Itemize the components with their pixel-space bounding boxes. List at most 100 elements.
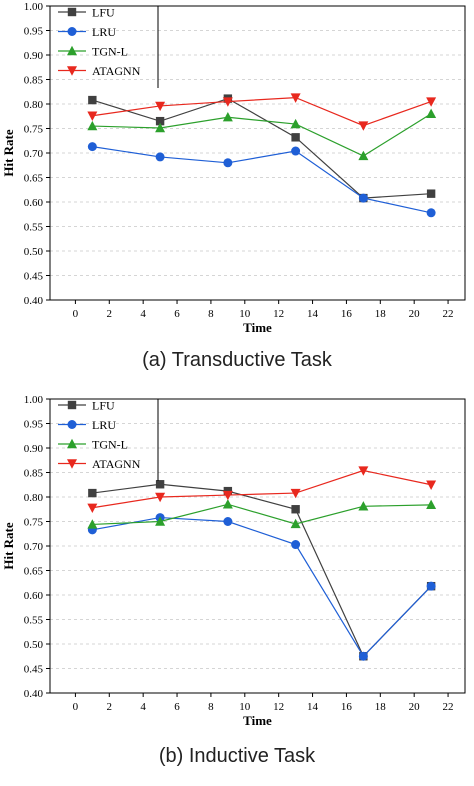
legend-label-tgn-l-a: TGN-L (92, 45, 128, 59)
data-point-lru-a-3 (291, 146, 301, 156)
x-tick-label-b-6: 12 (273, 701, 284, 713)
y-tick-label-a-10: 0.90 (24, 50, 44, 62)
y-tick-label-a-0: 0.40 (24, 295, 44, 307)
data-point-lru-b-2 (223, 517, 233, 526)
x-tick-label-b-3: 6 (174, 701, 180, 713)
x-axis-a: 0 2 4 6 8 10 12 14 16 18 20 22 (73, 300, 454, 320)
x-tick-label-b-7: 14 (307, 701, 319, 713)
y-tick-label-b-10: 0.90 (24, 443, 44, 455)
series-line-atagnn-b (92, 469, 432, 509)
series-line-lru-a (92, 146, 432, 214)
x-axis-title-b: Time (243, 713, 272, 728)
data-point-lru-a-0 (87, 142, 97, 152)
series-atagnn-b (87, 466, 437, 513)
legend-label-lru-b: LRU (92, 418, 116, 432)
data-point-lfu-b-3 (291, 505, 300, 514)
data-point-lru-a-4 (358, 193, 368, 203)
y-tick-label-a-1: 0.45 (24, 271, 44, 283)
y-tick-label-b-3: 0.55 (24, 615, 44, 627)
data-point-tgn-l-b-0 (87, 519, 98, 529)
y-tick-label-a-9: 0.85 (24, 75, 44, 87)
y-tick-label-a-7: 0.75 (24, 124, 44, 136)
legend-label-lru-a: LRU (92, 25, 116, 39)
legend-marker-tgn-l-a (67, 45, 77, 56)
data-point-tgn-l-a-0 (87, 120, 98, 131)
x-tick-label-a-8: 16 (341, 308, 353, 320)
y-axis-title-a: Hit Rate (1, 129, 16, 177)
x-tick-label-b-2: 4 (140, 701, 146, 713)
x-tick-label-a-0: 0 (73, 308, 79, 320)
y-tick-label-b-6: 0.70 (24, 541, 44, 553)
y-tick-label-a-5: 0.65 (24, 173, 44, 185)
line-chart-transductive: 0.40 0.45 0.50 0.55 0.60 0.65 0.70 0.75 0.80 0.85… (1, 1, 466, 335)
legend-marker-lru-a (67, 27, 77, 36)
x-tick-label-a-2: 4 (140, 308, 146, 320)
legend-label-lfu-b: LFU (92, 399, 115, 413)
data-point-atagnn-b-2 (222, 490, 233, 501)
data-point-tgn-l-b-1 (155, 516, 166, 526)
chart-caption-transductive: (a) Transductive Task (142, 349, 332, 371)
data-point-tgn-l-b-5 (426, 499, 437, 510)
legend-label-tgn-l-b: TGN-L (92, 438, 128, 452)
x-tick-label-a-1: 2 (107, 308, 113, 320)
x-tick-label-a-11: 22 (443, 308, 454, 320)
y-tick-label-b-11: 0.95 (24, 419, 44, 431)
legend-marker-lfu-a (67, 7, 77, 17)
series-line-atagnn-a (92, 97, 432, 127)
chart-panel-transductive: 0.40 0.45 0.50 0.55 0.60 0.65 0.70 0.75 0.80 0.85… (1, 1, 466, 371)
x-tick-label-a-3: 6 (174, 308, 180, 320)
x-tick-label-a-4: 8 (208, 308, 214, 320)
data-point-lfu-a-1 (155, 116, 165, 126)
y-tick-label-b-12: 1.00 (24, 394, 44, 406)
data-point-lru-b-4 (358, 651, 368, 661)
x-axis-title-a: Time (243, 320, 272, 335)
data-point-tgn-l-b-2 (222, 499, 233, 509)
x-tick-label-b-11: 22 (443, 701, 454, 713)
y-tick-label-b-4: 0.60 (24, 590, 44, 602)
x-tick-label-a-5: 10 (239, 308, 251, 320)
series-tgn-l-b (87, 499, 437, 529)
legend-b: LFU LRU TGN-L ATAGNN (58, 399, 159, 481)
series-tgn-l-a (87, 108, 437, 161)
x-tick-label-a-9: 18 (375, 308, 387, 320)
data-point-lru-a-5 (426, 208, 436, 218)
x-tick-label-b-9: 18 (375, 701, 387, 713)
series-line-tgn-l-a (92, 113, 432, 157)
x-tick-label-b-8: 16 (341, 701, 353, 713)
data-point-lfu-b-0 (88, 488, 97, 498)
data-point-tgn-l-a-2 (222, 112, 233, 122)
y-tick-label-a-11: 0.95 (24, 26, 44, 38)
data-point-lfu-a-3 (291, 133, 300, 142)
chart-panel-inductive: 0.40 0.45 0.50 0.55 0.60 0.65 0.70 0.75 0.80 0.85… (0, 393, 474, 786)
x-tick-label-a-10: 20 (409, 308, 421, 320)
y-tick-label-a-8: 0.80 (24, 99, 44, 111)
data-point-atagnn-a-4 (358, 121, 369, 131)
y-axis-title-b: Hit Rate (1, 522, 16, 570)
y-tick-label-b-7: 0.75 (24, 517, 44, 529)
x-axis-b: 0 2 4 6 8 10 12 14 16 18 20 22 (73, 693, 454, 713)
y-tick-label-a-2: 0.50 (24, 246, 44, 258)
x-tick-label-b-0: 0 (73, 701, 79, 713)
legend-marker-atagnn-a (67, 66, 77, 76)
data-point-tgn-l-a-1 (155, 122, 166, 133)
data-point-lfu-a-0 (88, 95, 97, 105)
data-point-lfu-a-5 (426, 189, 436, 198)
data-point-tgn-l-a-5 (426, 108, 437, 118)
x-tick-label-b-10: 20 (409, 701, 421, 713)
y-tick-label-a-4: 0.60 (24, 197, 44, 209)
data-point-atagnn-b-4 (358, 466, 369, 476)
y-tick-label-b-9: 0.85 (24, 468, 44, 480)
legend-a: LFU LRU TGN-L ATAGNN (58, 6, 159, 88)
series-atagnn-a (87, 93, 437, 131)
data-point-lru-a-1 (155, 152, 165, 162)
data-point-lru-b-3 (291, 540, 301, 550)
series-lru-b (87, 513, 436, 661)
series-lru-a (87, 142, 436, 218)
data-point-lru-a-2 (223, 158, 233, 168)
x-tick-label-b-4: 8 (208, 701, 214, 713)
legend-marker-lru-b (67, 420, 77, 429)
series-line-tgn-l-b (92, 503, 432, 526)
series-lfu-a (88, 94, 436, 203)
legend-marker-tgn-l-b (67, 438, 77, 449)
y-axis-a: 0.40 0.45 0.50 0.55 0.60 0.65 0.70 0.75 0.80 0.85… (24, 1, 50, 307)
